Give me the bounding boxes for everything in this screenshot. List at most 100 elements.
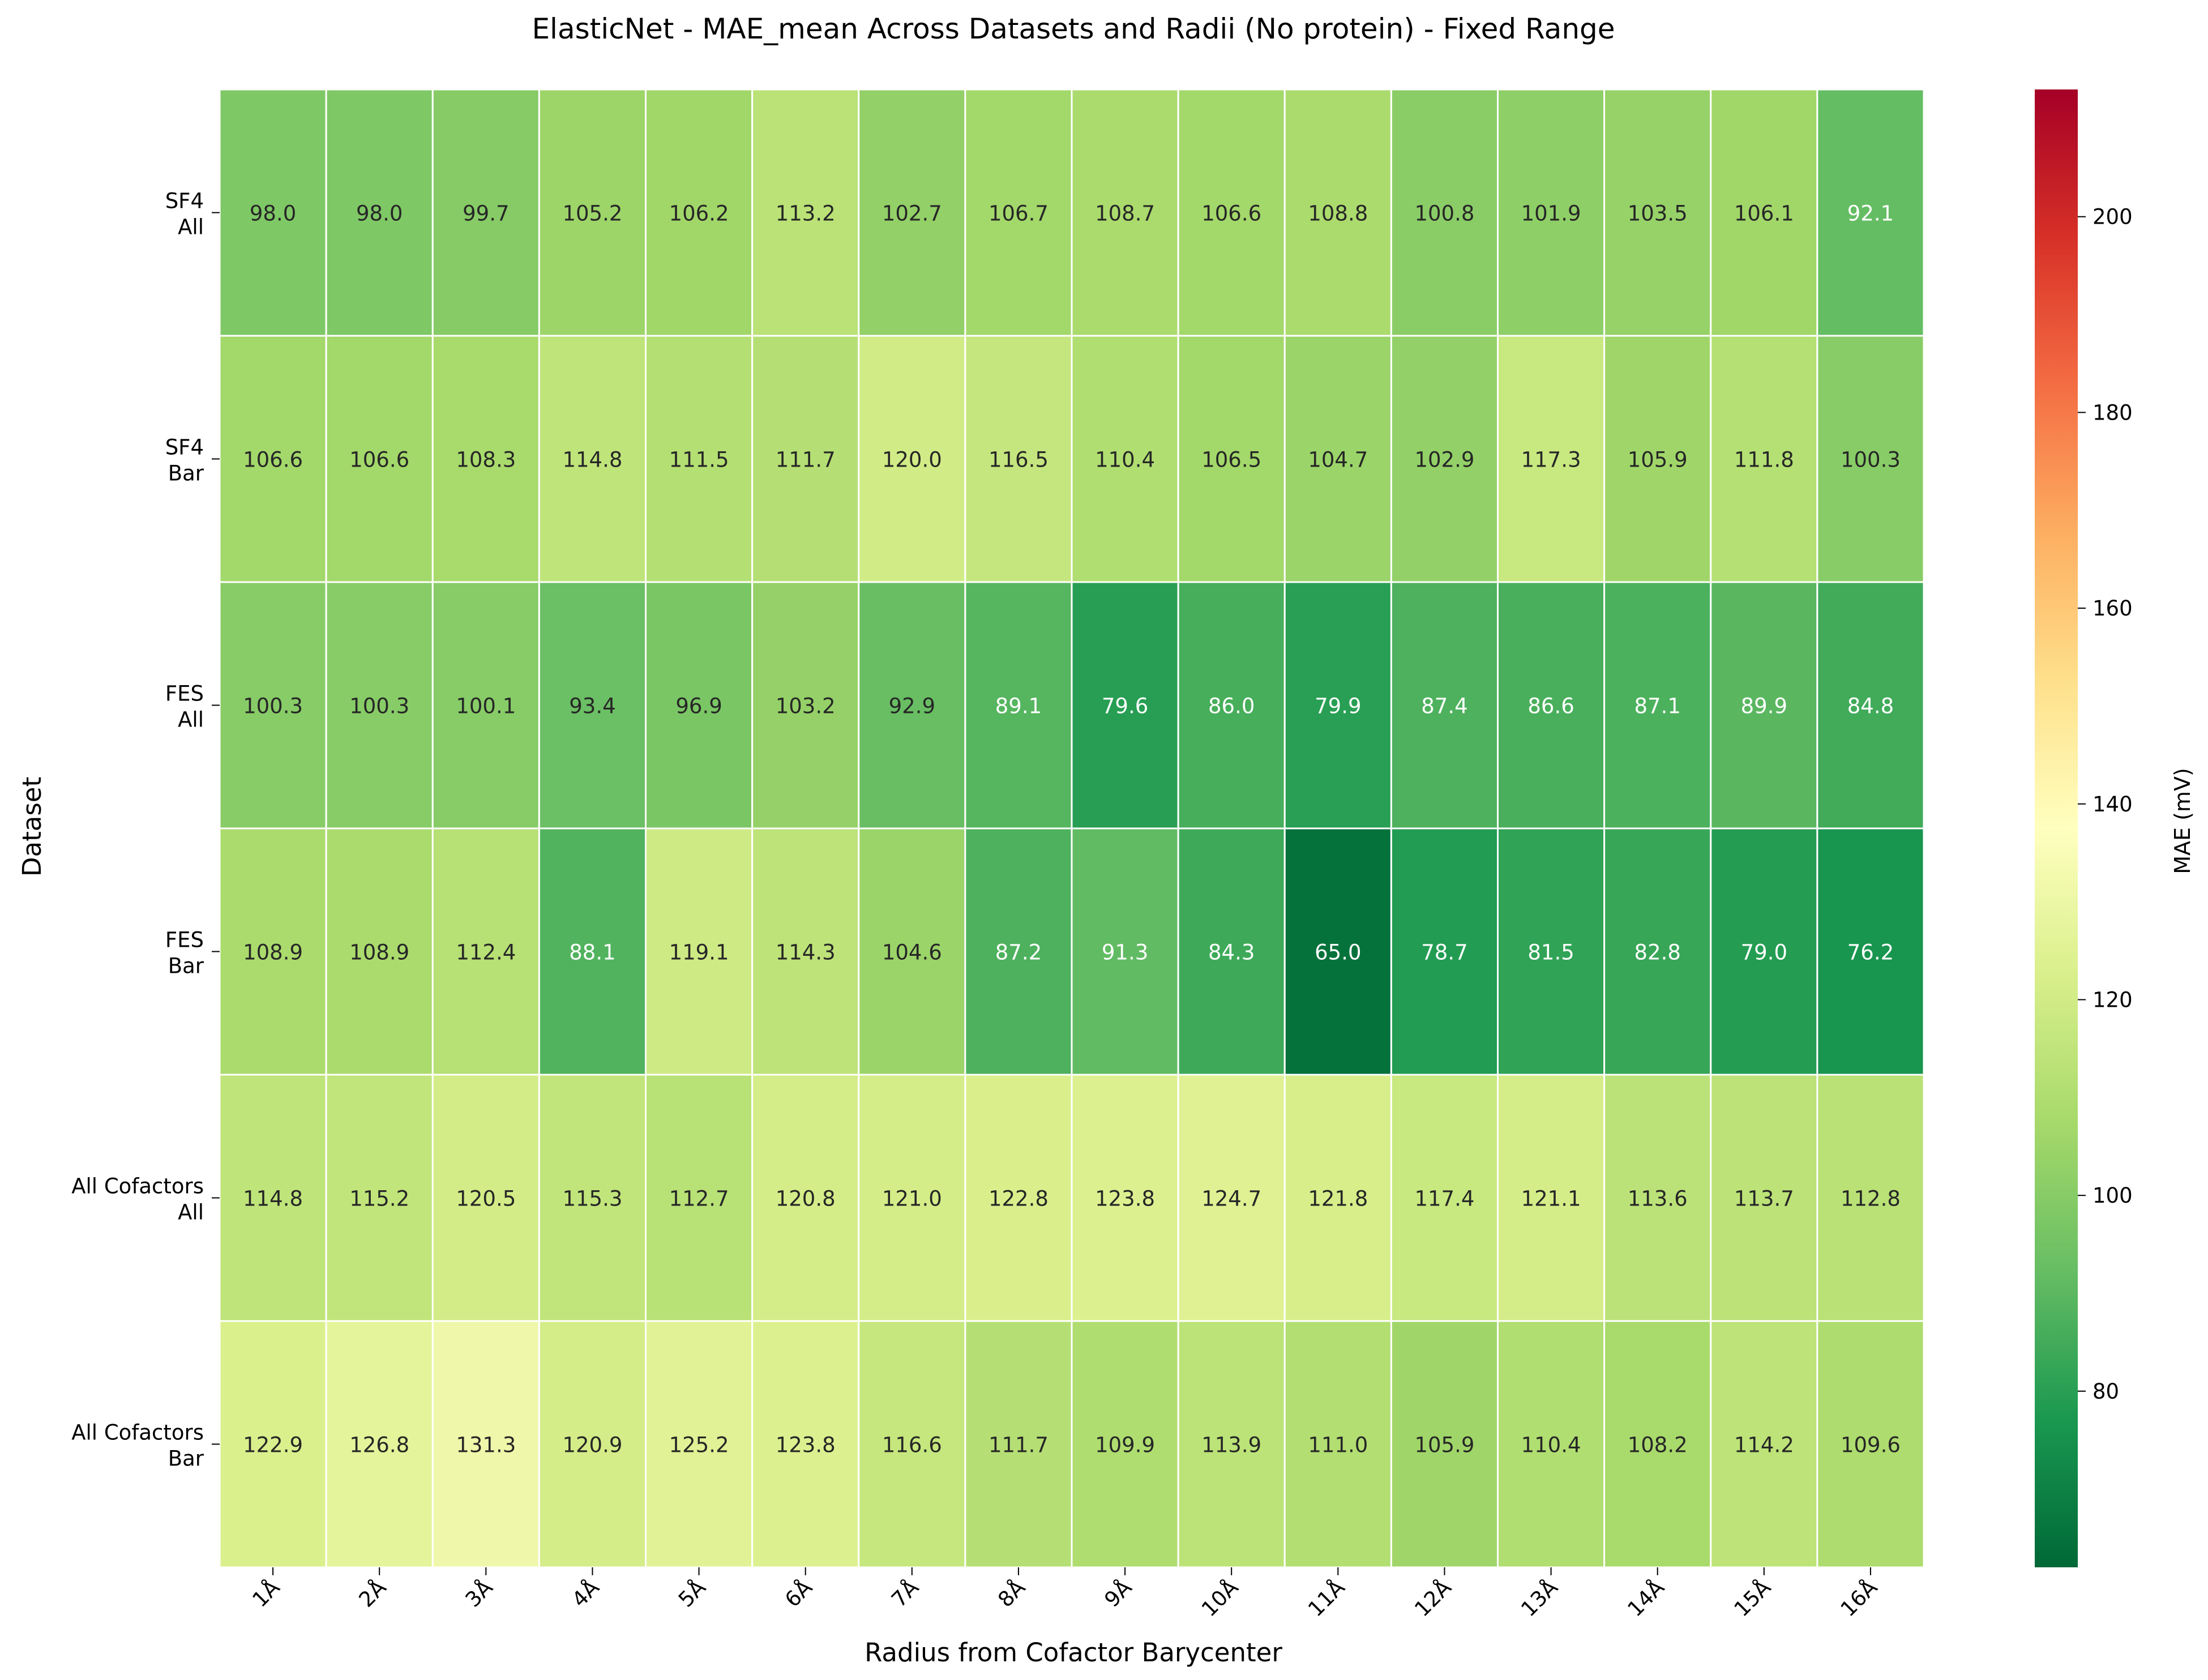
cell-value-label: 104.6: [882, 941, 942, 965]
heatmap-cell: [858, 335, 966, 583]
colorbar-tick-label: 140: [2093, 792, 2133, 817]
colorbar: 80 100 120 140 160 180 200: [2035, 89, 2133, 1567]
heatmap-cell: [1816, 1074, 1925, 1322]
y-tick-label: SF4 Bar: [165, 435, 204, 486]
heatmap-cell-labels: 98.0 98.0 99.7 105.2 106.2 113.2 102.7 106.7 108…: [243, 202, 1901, 1457]
cell-value-label: 100.8: [1414, 202, 1474, 226]
heatmap-cell: [751, 1320, 860, 1568]
x-tick-label: 16Å: [1835, 1575, 1882, 1621]
heatmap-cell: [1816, 827, 1925, 1076]
cell-value-label: 101.9: [1521, 202, 1581, 226]
heatmap-cell: [1177, 88, 1286, 337]
heatmap-cell: [964, 581, 1073, 830]
colorbar-tick-label: 100: [2093, 1183, 2133, 1208]
cell-value-label: 121.0: [882, 1187, 942, 1211]
cell-value-label: 87.2: [995, 941, 1042, 965]
heatmap-cell: [1603, 581, 1712, 830]
y-tick-label: SF4 All: [165, 189, 204, 240]
cell-value-label: 103.5: [1628, 202, 1688, 226]
heatmap-cell: [1816, 88, 1925, 337]
heatmap-cell: [751, 88, 860, 337]
cell-value-label: 106.5: [1201, 448, 1261, 472]
cell-value-label: 65.0: [1315, 941, 1361, 965]
colorbar-gradient: [2035, 89, 2078, 1567]
heatmap-cell: [431, 827, 540, 1076]
cell-value-label: 113.2: [776, 202, 836, 226]
cell-value-label: 120.9: [562, 1433, 622, 1457]
cell-value-label: 88.1: [569, 941, 615, 965]
cell-value-label: 120.8: [776, 1187, 836, 1211]
cell-value-label: 114.8: [562, 448, 622, 472]
y-tick-label: FES All: [165, 682, 204, 732]
cell-value-label: 115.2: [349, 1187, 409, 1211]
heatmap-cell: [1390, 335, 1499, 583]
cell-value-label: 110.4: [1095, 448, 1155, 472]
heatmap-cell: [538, 581, 647, 830]
heatmap-cell: [1603, 1320, 1712, 1568]
cell-value-label: 91.3: [1102, 941, 1148, 965]
cell-value-label: 98.0: [250, 202, 296, 226]
x-tick-label: 13Å: [1516, 1575, 1563, 1621]
heatmap-cell: [645, 1320, 754, 1568]
x-tick-label: 10Å: [1196, 1575, 1243, 1621]
cell-value-label: 114.8: [243, 1187, 303, 1211]
cell-value-label: 76.2: [1847, 941, 1894, 965]
heatmap-cell: [858, 827, 966, 1076]
heatmap-cell: [1497, 581, 1606, 830]
x-tick-label: 11Å: [1303, 1575, 1349, 1621]
colorbar-tick-label: 180: [2093, 400, 2133, 425]
y-tick-label: All Cofactors All: [71, 1174, 204, 1225]
cell-value-label: 78.7: [1421, 941, 1467, 965]
heatmap-cell: [964, 827, 1073, 1076]
y-tick-label: All Cofactors Bar: [71, 1421, 204, 1471]
x-axis-label: Radius from Cofactor Barycenter: [865, 1638, 1282, 1668]
cell-value-label: 106.2: [669, 202, 729, 226]
heatmap-cell: [751, 1074, 860, 1322]
heatmap-cell: [1710, 88, 1818, 337]
heatmap-cell: [1816, 581, 1925, 830]
cell-value-label: 89.9: [1741, 694, 1787, 719]
x-tick-label: 12Å: [1409, 1575, 1456, 1621]
heatmap-cell: [1497, 1074, 1606, 1322]
heatmap-cell: [538, 1320, 647, 1568]
heatmap-cell: [431, 88, 540, 337]
cell-value-label: 79.9: [1315, 694, 1361, 719]
x-axis-ticks: 1Å 2Å 3Å 4Å 5Å 6Å 7Å 8Å 9Å 10Å 11Å 12Å 13Å 14Å 15Å 16Å: [247, 1567, 1882, 1622]
x-tick-label: 2Å: [354, 1575, 391, 1612]
heatmap-cell: [325, 1320, 434, 1568]
heatmap-cell: [325, 827, 434, 1076]
cell-value-label: 106.6: [1201, 202, 1261, 226]
cell-value-label: 108.2: [1628, 1433, 1688, 1457]
cell-value-label: 99.7: [463, 202, 509, 226]
cell-value-label: 115.3: [562, 1187, 622, 1211]
heatmap-cell: [1071, 1320, 1179, 1568]
x-tick-label: 9Å: [1099, 1575, 1137, 1612]
cell-value-label: 108.9: [349, 941, 409, 965]
colorbar-tick-label: 160: [2093, 596, 2133, 621]
heatmap-cell: [538, 335, 647, 583]
heatmap-cell: [1816, 1320, 1925, 1568]
cell-value-label: 121.1: [1521, 1187, 1581, 1211]
heatmap-cell: [1710, 335, 1818, 583]
cell-value-label: 79.6: [1102, 694, 1148, 719]
heatmap-cell: [1283, 1320, 1392, 1568]
cell-value-label: 93.4: [569, 694, 615, 719]
heatmap-cell: [325, 335, 434, 583]
cell-value-label: 122.9: [243, 1433, 303, 1457]
cell-value-label: 121.8: [1308, 1187, 1368, 1211]
heatmap-cell: [1603, 1074, 1712, 1322]
heatmap-cell: [645, 827, 754, 1076]
colorbar-label: MAE (mV): [2170, 768, 2195, 874]
cell-value-label: 87.4: [1421, 694, 1467, 719]
cell-value-label: 105.9: [1628, 448, 1688, 472]
cell-value-label: 131.3: [456, 1433, 516, 1457]
heatmap-cell: [219, 335, 327, 583]
heatmap-cell: [1283, 827, 1392, 1076]
heatmap-cell: [431, 1074, 540, 1322]
cell-value-label: 105.2: [562, 202, 622, 226]
heatmap-cell: [645, 581, 754, 830]
heatmap-cell: [1390, 1074, 1499, 1322]
heatmap-cell: [431, 335, 540, 583]
cell-value-label: 82.8: [1634, 941, 1680, 965]
cell-value-label: 116.6: [882, 1433, 942, 1457]
